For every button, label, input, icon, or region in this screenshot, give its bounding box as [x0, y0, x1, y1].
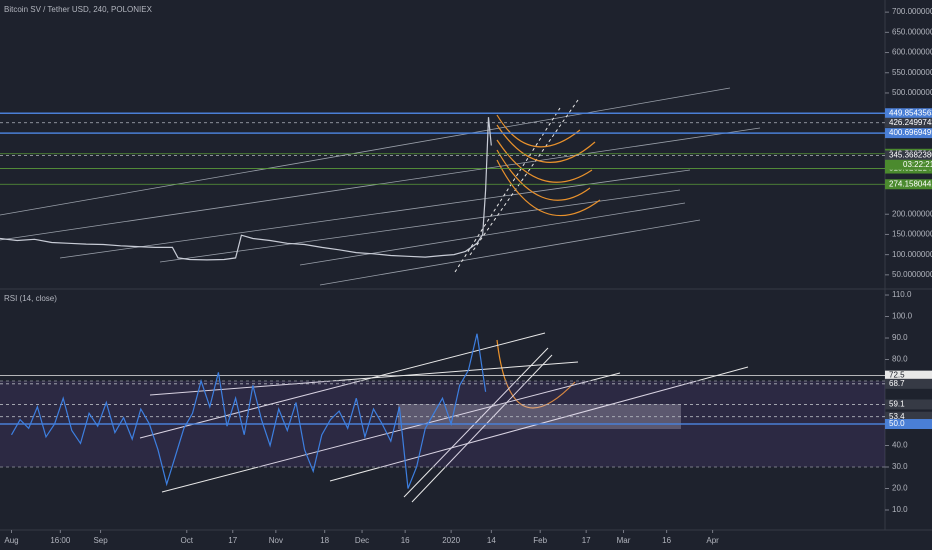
y-tick-label: 550.00000000	[892, 68, 932, 77]
x-tick-label: Mar	[617, 536, 631, 545]
trend-line	[0, 87, 731, 216]
x-tick-label: Feb	[533, 536, 547, 545]
y-tick-label: 600.00000000	[892, 48, 932, 57]
trend-line	[469, 99, 579, 256]
arc	[496, 159, 601, 216]
y-tick-label: 150.00000000	[892, 230, 932, 239]
level-label-bg	[885, 399, 932, 410]
arc	[496, 114, 581, 148]
x-tick-label: Oct	[181, 536, 194, 545]
trend-lines	[0, 87, 761, 286]
y-tick-label: 90.0	[892, 333, 908, 342]
x-tick-label: 14	[487, 536, 496, 545]
level-label-bg	[885, 108, 932, 119]
level-label: 345.36823809	[889, 151, 932, 160]
level-label: 449.85435635	[889, 108, 932, 117]
y-tick-label: 40.0	[892, 441, 908, 450]
x-tick-label: Aug	[4, 536, 18, 545]
y-tick-label: 100.00000000	[892, 250, 932, 259]
x-tick-label: Apr	[706, 536, 719, 545]
x-tick-label: Nov	[269, 536, 283, 545]
indicator-title: RSI (14, close)	[4, 294, 57, 303]
x-tick-label: 17	[228, 536, 237, 545]
y-tick-label: 30.0	[892, 462, 908, 471]
trend-line	[139, 332, 546, 439]
level-label: 53.4	[889, 412, 905, 421]
dashed-channel	[454, 99, 579, 273]
countdown-bg	[885, 159, 932, 170]
y-tick-label: 20.0	[892, 484, 908, 493]
y-tick-label: 200.00000000	[892, 209, 932, 218]
trend-line	[411, 354, 553, 503]
x-tick-label: 16:00	[50, 536, 71, 545]
level-label-bg	[885, 419, 932, 430]
y-tick-label: 10.0	[892, 505, 908, 514]
level-label: 59.1	[889, 400, 905, 409]
arc	[496, 339, 576, 409]
x-tick-label: Dec	[355, 536, 369, 545]
trend-line	[454, 107, 561, 273]
y-tick-label: 50.00000000	[892, 270, 932, 279]
level-label: 50.0	[889, 419, 905, 428]
level-label: 72.5	[889, 371, 905, 380]
trend-line	[319, 219, 701, 286]
x-tick-label: 16	[662, 536, 671, 545]
x-tick-label: 16	[401, 536, 410, 545]
trend-line	[161, 372, 621, 493]
x-tick-label: Sep	[93, 536, 108, 545]
projection-arcs	[496, 114, 601, 409]
arc	[496, 139, 593, 183]
level-label-bg	[885, 411, 932, 422]
trend-line	[159, 189, 681, 263]
arc	[496, 124, 596, 163]
level-label-bg	[885, 378, 932, 389]
level-label: 68.7	[889, 379, 905, 388]
trend-line	[299, 202, 686, 266]
y-tick-label: 110.0	[892, 290, 912, 299]
series-line	[0, 117, 492, 261]
level-label: 426.24997434	[889, 118, 932, 127]
level-label-bg	[885, 117, 932, 128]
y-tick-label: 80.0	[892, 355, 908, 364]
y-tick-label: 650.00000000	[892, 27, 932, 36]
level-label-bg	[885, 150, 932, 161]
level-label: 400.69694951	[889, 128, 932, 137]
level-label-bg	[885, 370, 932, 381]
level-label-bg	[885, 128, 932, 139]
x-tick-label: 2020	[442, 536, 460, 545]
y-tick-label: 500.00000000	[892, 88, 932, 97]
x-tick-label: 18	[320, 536, 329, 545]
arc	[496, 149, 591, 201]
level-label: 274.15804419	[889, 179, 932, 188]
series-line	[10, 333, 487, 489]
y-tick-label: 100.0	[892, 312, 913, 321]
chart-title: Bitcoin SV / Tether USD, 240, POLONIEX	[4, 5, 153, 14]
y-tick-label: 700.00000000	[892, 7, 932, 16]
trend-line	[59, 169, 691, 259]
x-tick-label: 17	[582, 536, 591, 545]
trend-line	[403, 347, 549, 498]
level-label-bg	[885, 179, 932, 190]
countdown: 03:22:21	[903, 160, 932, 169]
